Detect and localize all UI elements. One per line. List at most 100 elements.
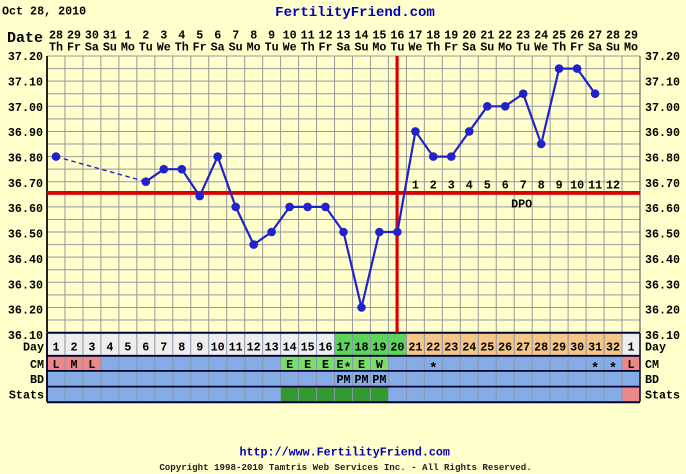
svg-text:5: 5 [196,28,203,42]
svg-text:36.80: 36.80 [8,152,43,166]
svg-text:Fr: Fr [67,40,81,54]
svg-text:10: 10 [211,341,225,355]
svg-text:Mo: Mo [624,40,638,54]
svg-text:36.70: 36.70 [8,177,43,191]
svg-text:Sa: Sa [85,40,99,54]
svg-text:7: 7 [520,179,527,193]
svg-text:6: 6 [142,341,149,355]
svg-text:36.50: 36.50 [645,228,680,242]
svg-text:*: * [429,361,437,377]
svg-text:Fr: Fr [444,40,458,54]
svg-text:Su: Su [354,40,368,54]
svg-text:10: 10 [283,28,297,42]
svg-text:36.50: 36.50 [8,228,43,242]
svg-text:Tu: Tu [265,40,279,54]
svg-text:Tu: Tu [516,40,530,54]
svg-text:3: 3 [160,28,167,42]
svg-text:8: 8 [250,28,257,42]
svg-text:20: 20 [390,341,404,355]
svg-text:19: 19 [372,341,386,355]
svg-text:11: 11 [588,179,602,193]
svg-text:E: E [286,358,293,372]
svg-text:Day: Day [23,341,44,355]
svg-text:37.10: 37.10 [645,76,680,90]
svg-text:1: 1 [627,341,634,355]
svg-text:PM: PM [372,373,386,387]
svg-text:Su: Su [229,40,243,54]
svg-text:Sa: Sa [211,40,225,54]
svg-text:Mo: Mo [372,40,386,54]
svg-text:6: 6 [502,179,509,193]
svg-text:10: 10 [570,179,584,193]
svg-text:22: 22 [426,341,440,355]
svg-text:Fr: Fr [570,40,584,54]
svg-text:31: 31 [588,341,602,355]
svg-text:*: * [591,361,599,377]
svg-text:13: 13 [265,341,279,355]
svg-text:16: 16 [390,28,404,42]
svg-text:E: E [336,358,343,372]
svg-text:Fr: Fr [318,40,332,54]
svg-text:BD: BD [30,373,44,387]
svg-text:1: 1 [412,179,419,193]
svg-text:FertilityFriend.com: FertilityFriend.com [275,5,435,21]
svg-text:37.00: 37.00 [8,101,43,115]
svg-text:8: 8 [538,179,545,193]
svg-text:11: 11 [301,28,315,42]
svg-text:37.00: 37.00 [645,101,680,115]
svg-text:We: We [283,40,297,54]
svg-text:27: 27 [516,341,530,355]
svg-text:31: 31 [103,28,117,42]
svg-text:4: 4 [466,179,473,193]
svg-text:Sa: Sa [588,40,602,54]
svg-text:M: M [70,358,77,372]
svg-text:7: 7 [232,28,239,42]
svg-text:Mo: Mo [121,40,135,54]
svg-text:L: L [627,358,634,372]
svg-text:36.90: 36.90 [8,126,43,140]
svg-text:17: 17 [408,28,422,42]
svg-text:23: 23 [516,28,530,42]
svg-text:DPO: DPO [511,198,532,212]
svg-text:Su: Su [480,40,494,54]
svg-text:E: E [358,358,365,372]
svg-text:21: 21 [480,28,494,42]
svg-text:36.60: 36.60 [8,202,43,216]
svg-text:*: * [609,361,617,377]
svg-text:Tu: Tu [139,40,153,54]
svg-text:5: 5 [124,341,131,355]
svg-text:CM: CM [30,358,44,372]
svg-text:18: 18 [426,28,440,42]
svg-text:28: 28 [606,28,620,42]
svg-text:12: 12 [606,179,620,193]
svg-text:Stats: Stats [9,389,44,403]
svg-text:Mo: Mo [498,40,512,54]
svg-text:PM: PM [354,373,368,387]
svg-text:36.10: 36.10 [645,329,680,343]
svg-text:4: 4 [106,341,113,355]
svg-text:2: 2 [430,179,437,193]
svg-text:37.10: 37.10 [8,76,43,90]
svg-text:PM: PM [336,373,350,387]
svg-text:Day: Day [645,341,666,355]
svg-text:Th: Th [426,40,440,54]
svg-text:30: 30 [85,28,99,42]
svg-text:3: 3 [448,179,455,193]
svg-text:29: 29 [552,341,566,355]
svg-text:14: 14 [354,28,368,42]
svg-text:3: 3 [88,341,95,355]
svg-text:15: 15 [372,28,386,42]
svg-text:18: 18 [354,341,368,355]
svg-text:Date: Date [7,30,43,47]
svg-text:L: L [88,358,95,372]
svg-text:Su: Su [103,40,117,54]
svg-text:24: 24 [462,341,476,355]
svg-text:8: 8 [178,341,185,355]
svg-text:L: L [52,358,59,372]
svg-text:29: 29 [624,28,638,42]
svg-text:CM: CM [645,358,659,372]
svg-text:We: We [534,40,548,54]
svg-text:Th: Th [49,40,63,54]
svg-text:13: 13 [336,28,350,42]
svg-text:Stats: Stats [645,389,680,403]
